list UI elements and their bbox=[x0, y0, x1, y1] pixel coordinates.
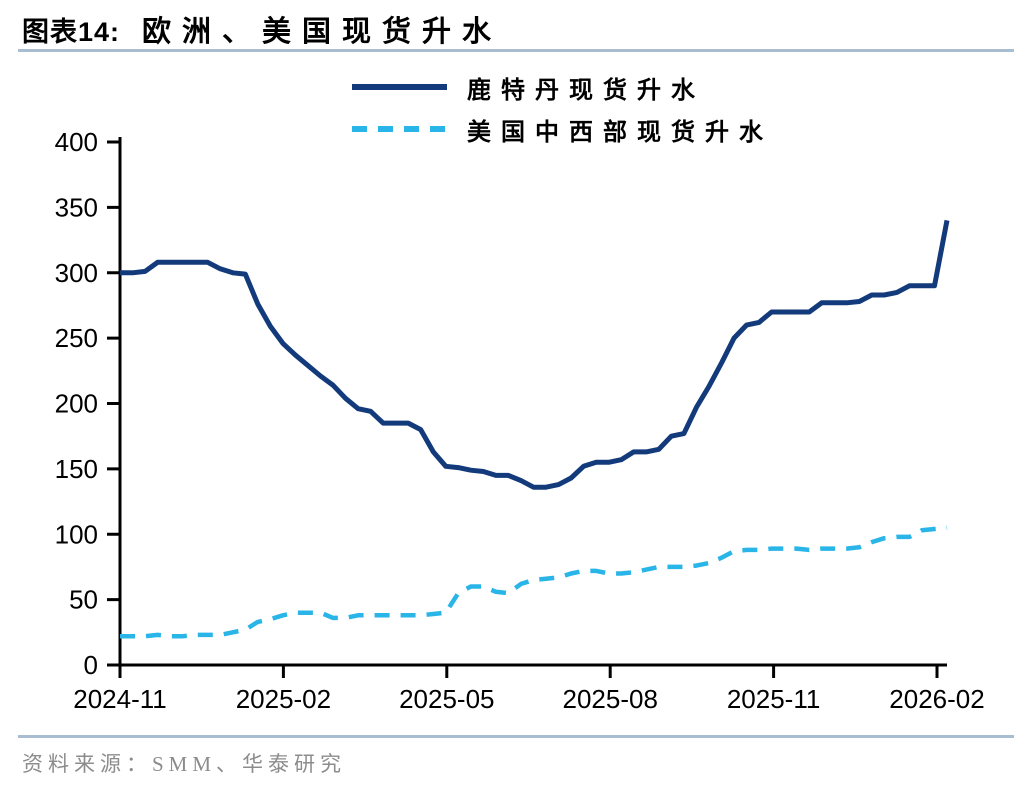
legend-line-solid-icon bbox=[352, 84, 447, 90]
legend-label: 鹿特丹现货升水 bbox=[467, 77, 705, 104]
legend-item-us-midwest[interactable]: 美国中西部现货升水 bbox=[352, 108, 773, 150]
x-tick-label: 2026-02 bbox=[889, 684, 984, 714]
y-tick-label: 350 bbox=[55, 192, 98, 222]
legend-label: 美国中西部现货升水 bbox=[467, 119, 773, 146]
axes bbox=[118, 137, 947, 667]
y-tick-label: 150 bbox=[55, 454, 98, 484]
y-tick-label: 100 bbox=[55, 519, 98, 549]
series-line-0 bbox=[120, 219, 950, 490]
y-tick-label: 200 bbox=[55, 389, 98, 419]
premium-line-chart: 0 50 100 150 200 250 300 350 400 2024-11 2025-02 20… bbox=[55, 127, 985, 714]
figure-label: 图表14: bbox=[22, 17, 121, 47]
x-tick-label: 2025-08 bbox=[562, 684, 657, 714]
y-tick-label: 300 bbox=[55, 258, 98, 288]
legend: 鹿特丹现货升水 美国中西部现货升水 bbox=[352, 66, 773, 150]
legend-item-rotterdam[interactable]: 鹿特丹现货升水 bbox=[352, 66, 773, 108]
x-tick-label: 2025-02 bbox=[236, 684, 331, 714]
chart-header: 图表14: 欧洲、美国现货升水 bbox=[22, 8, 502, 50]
y-tick-label: 250 bbox=[55, 323, 98, 353]
title-divider bbox=[18, 49, 1014, 52]
y-tick-label: 50 bbox=[69, 585, 98, 615]
x-tick-label: 2024-11 bbox=[73, 684, 167, 714]
source-text: 资料来源：SMM、华泰研究 bbox=[22, 752, 347, 776]
legend-line-dashed-icon bbox=[352, 126, 447, 132]
x-tick-label: 2025-11 bbox=[727, 684, 821, 714]
y-tick-label: 400 bbox=[55, 127, 98, 157]
y-tick-label: 0 bbox=[84, 650, 98, 680]
series-line-1 bbox=[120, 525, 948, 639]
x-tick-label: 2025-05 bbox=[399, 684, 494, 714]
page-title: 欧洲、美国现货升水 bbox=[142, 16, 503, 48]
footer-divider bbox=[18, 735, 1014, 738]
